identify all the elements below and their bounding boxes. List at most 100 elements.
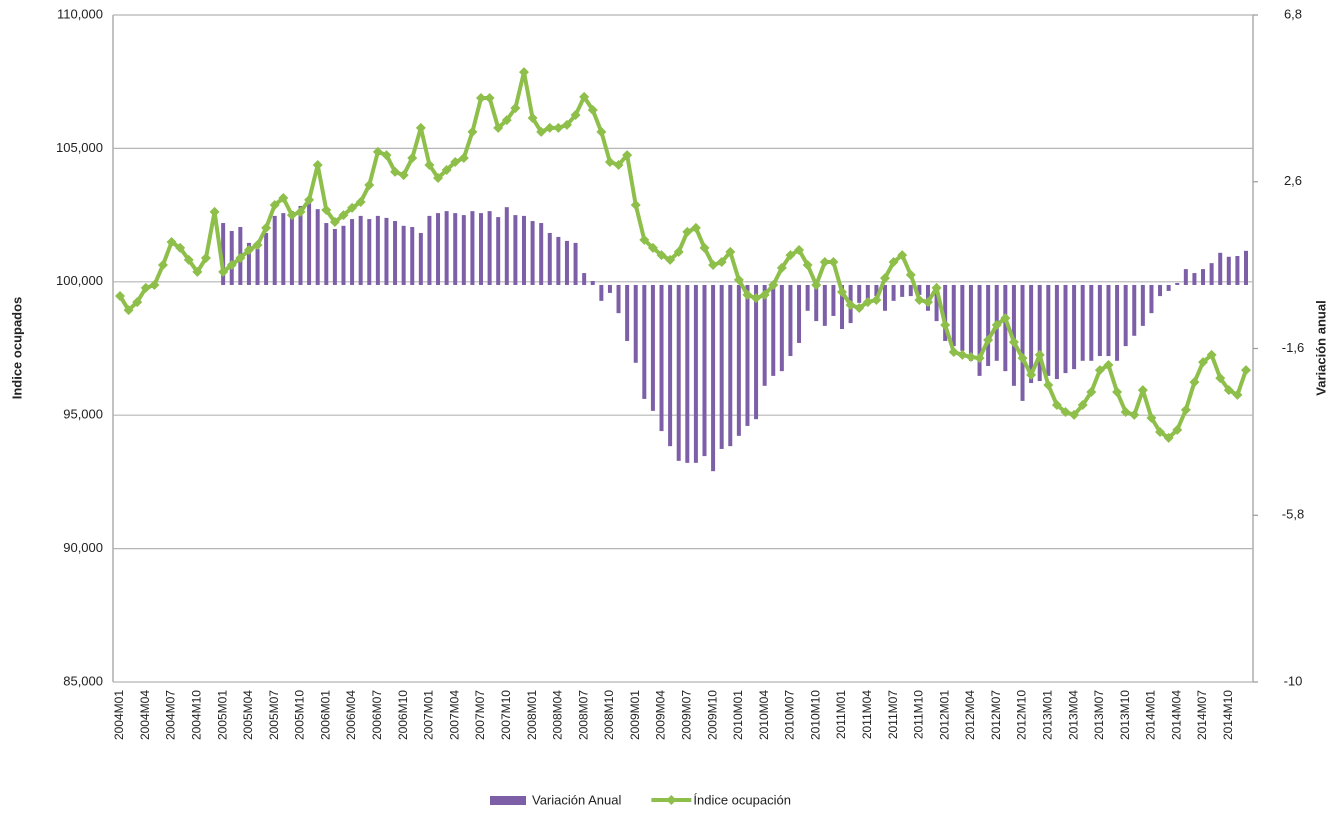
line-marker: [1008, 337, 1019, 348]
x-tick-label: 2008M10: [602, 690, 616, 740]
bar: [1115, 284, 1120, 361]
line-marker: [845, 300, 856, 311]
x-tick-label: 2009M07: [679, 690, 693, 740]
bar: [754, 284, 759, 420]
line-marker: [922, 297, 933, 308]
line-marker: [759, 289, 770, 300]
bar: [771, 284, 776, 376]
bar: [246, 242, 251, 285]
bar: [917, 284, 922, 295]
x-tick-label: 2012M04: [963, 690, 977, 740]
bar: [582, 273, 587, 285]
bar: [401, 225, 406, 285]
x-tick-label: 2007M10: [499, 690, 513, 740]
line-marker: [510, 103, 521, 114]
line-marker: [415, 122, 426, 133]
line-marker: [243, 245, 254, 256]
bar: [1029, 284, 1034, 384]
line-marker: [751, 293, 762, 304]
line-marker: [622, 150, 633, 161]
x-tick-label: 2008M01: [525, 690, 539, 740]
bar: [393, 221, 398, 285]
bar: [315, 209, 320, 285]
line-marker: [1120, 406, 1131, 417]
x-tick-label: 2005M01: [215, 690, 229, 740]
bar: [375, 215, 380, 285]
line-marker: [914, 294, 925, 305]
line-marker: [673, 246, 684, 257]
line-marker: [1241, 365, 1251, 376]
bar: [1054, 284, 1059, 380]
x-tick-label: 2010M01: [731, 690, 745, 740]
line-marker: [527, 112, 538, 123]
line-marker: [888, 257, 899, 268]
line-marker: [905, 269, 916, 280]
x-tick-label: 2004M01: [112, 690, 126, 740]
bar: [882, 284, 887, 311]
bar: [951, 284, 956, 347]
line-marker: [372, 146, 383, 157]
line-marker: [699, 242, 710, 253]
legend-label: Índice ocupación: [693, 792, 791, 807]
line-marker: [123, 305, 134, 316]
bar: [418, 232, 423, 285]
x-tick-label: 2013M07: [1092, 690, 1106, 740]
x-tick-label: 2011M01: [834, 690, 848, 739]
line-marker: [1017, 353, 1028, 364]
bar: [891, 284, 896, 301]
line-marker: [304, 194, 315, 205]
bar: [711, 284, 716, 472]
line-marker: [1000, 313, 1011, 324]
line-marker: [1180, 404, 1191, 415]
x-tick-label: 2014M04: [1169, 690, 1183, 740]
line-marker: [321, 205, 332, 216]
line-marker: [991, 320, 1002, 331]
line-marker: [879, 273, 890, 284]
bar: [1209, 263, 1214, 285]
line-marker: [613, 159, 624, 170]
bar: [367, 219, 372, 285]
line-marker: [1094, 365, 1105, 376]
line-marker: [132, 297, 143, 308]
bar: [513, 215, 518, 285]
bar: [427, 215, 432, 285]
line-marker: [1215, 373, 1226, 384]
bar: [272, 215, 277, 285]
line-marker: [708, 259, 719, 270]
line-marker: [286, 210, 297, 221]
line-marker: [433, 173, 444, 184]
bar: [1037, 284, 1042, 382]
bar: [831, 284, 836, 316]
bar: [358, 215, 363, 285]
bar: [1080, 284, 1085, 361]
line-marker: [518, 67, 529, 78]
line-marker: [295, 206, 306, 217]
line-marker: [536, 126, 547, 137]
bar: [1106, 284, 1111, 357]
line-marker: [269, 199, 280, 210]
x-tick-label: 2005M04: [241, 690, 255, 740]
legend-swatch: [490, 796, 526, 805]
line-marker: [828, 257, 839, 268]
x-tick-label: 2011M07: [886, 690, 900, 739]
bar: [650, 284, 655, 411]
y-tick-label: 100,000: [56, 273, 103, 288]
bar: [900, 284, 905, 297]
bar: [788, 284, 793, 357]
line-marker: [1129, 409, 1140, 420]
line-marker: [1112, 386, 1123, 397]
bar: [556, 236, 561, 285]
line-marker: [1198, 357, 1209, 368]
line-marker: [690, 222, 701, 233]
line-marker: [931, 282, 942, 293]
bar: [410, 227, 415, 285]
bar: [1072, 284, 1077, 370]
x-tick-label: 2006M04: [344, 690, 358, 740]
line-marker: [424, 159, 435, 170]
line-marker: [957, 349, 968, 360]
line-marker: [561, 119, 572, 130]
line-marker: [261, 222, 272, 233]
bar: [341, 225, 346, 285]
bar: [1201, 269, 1206, 285]
